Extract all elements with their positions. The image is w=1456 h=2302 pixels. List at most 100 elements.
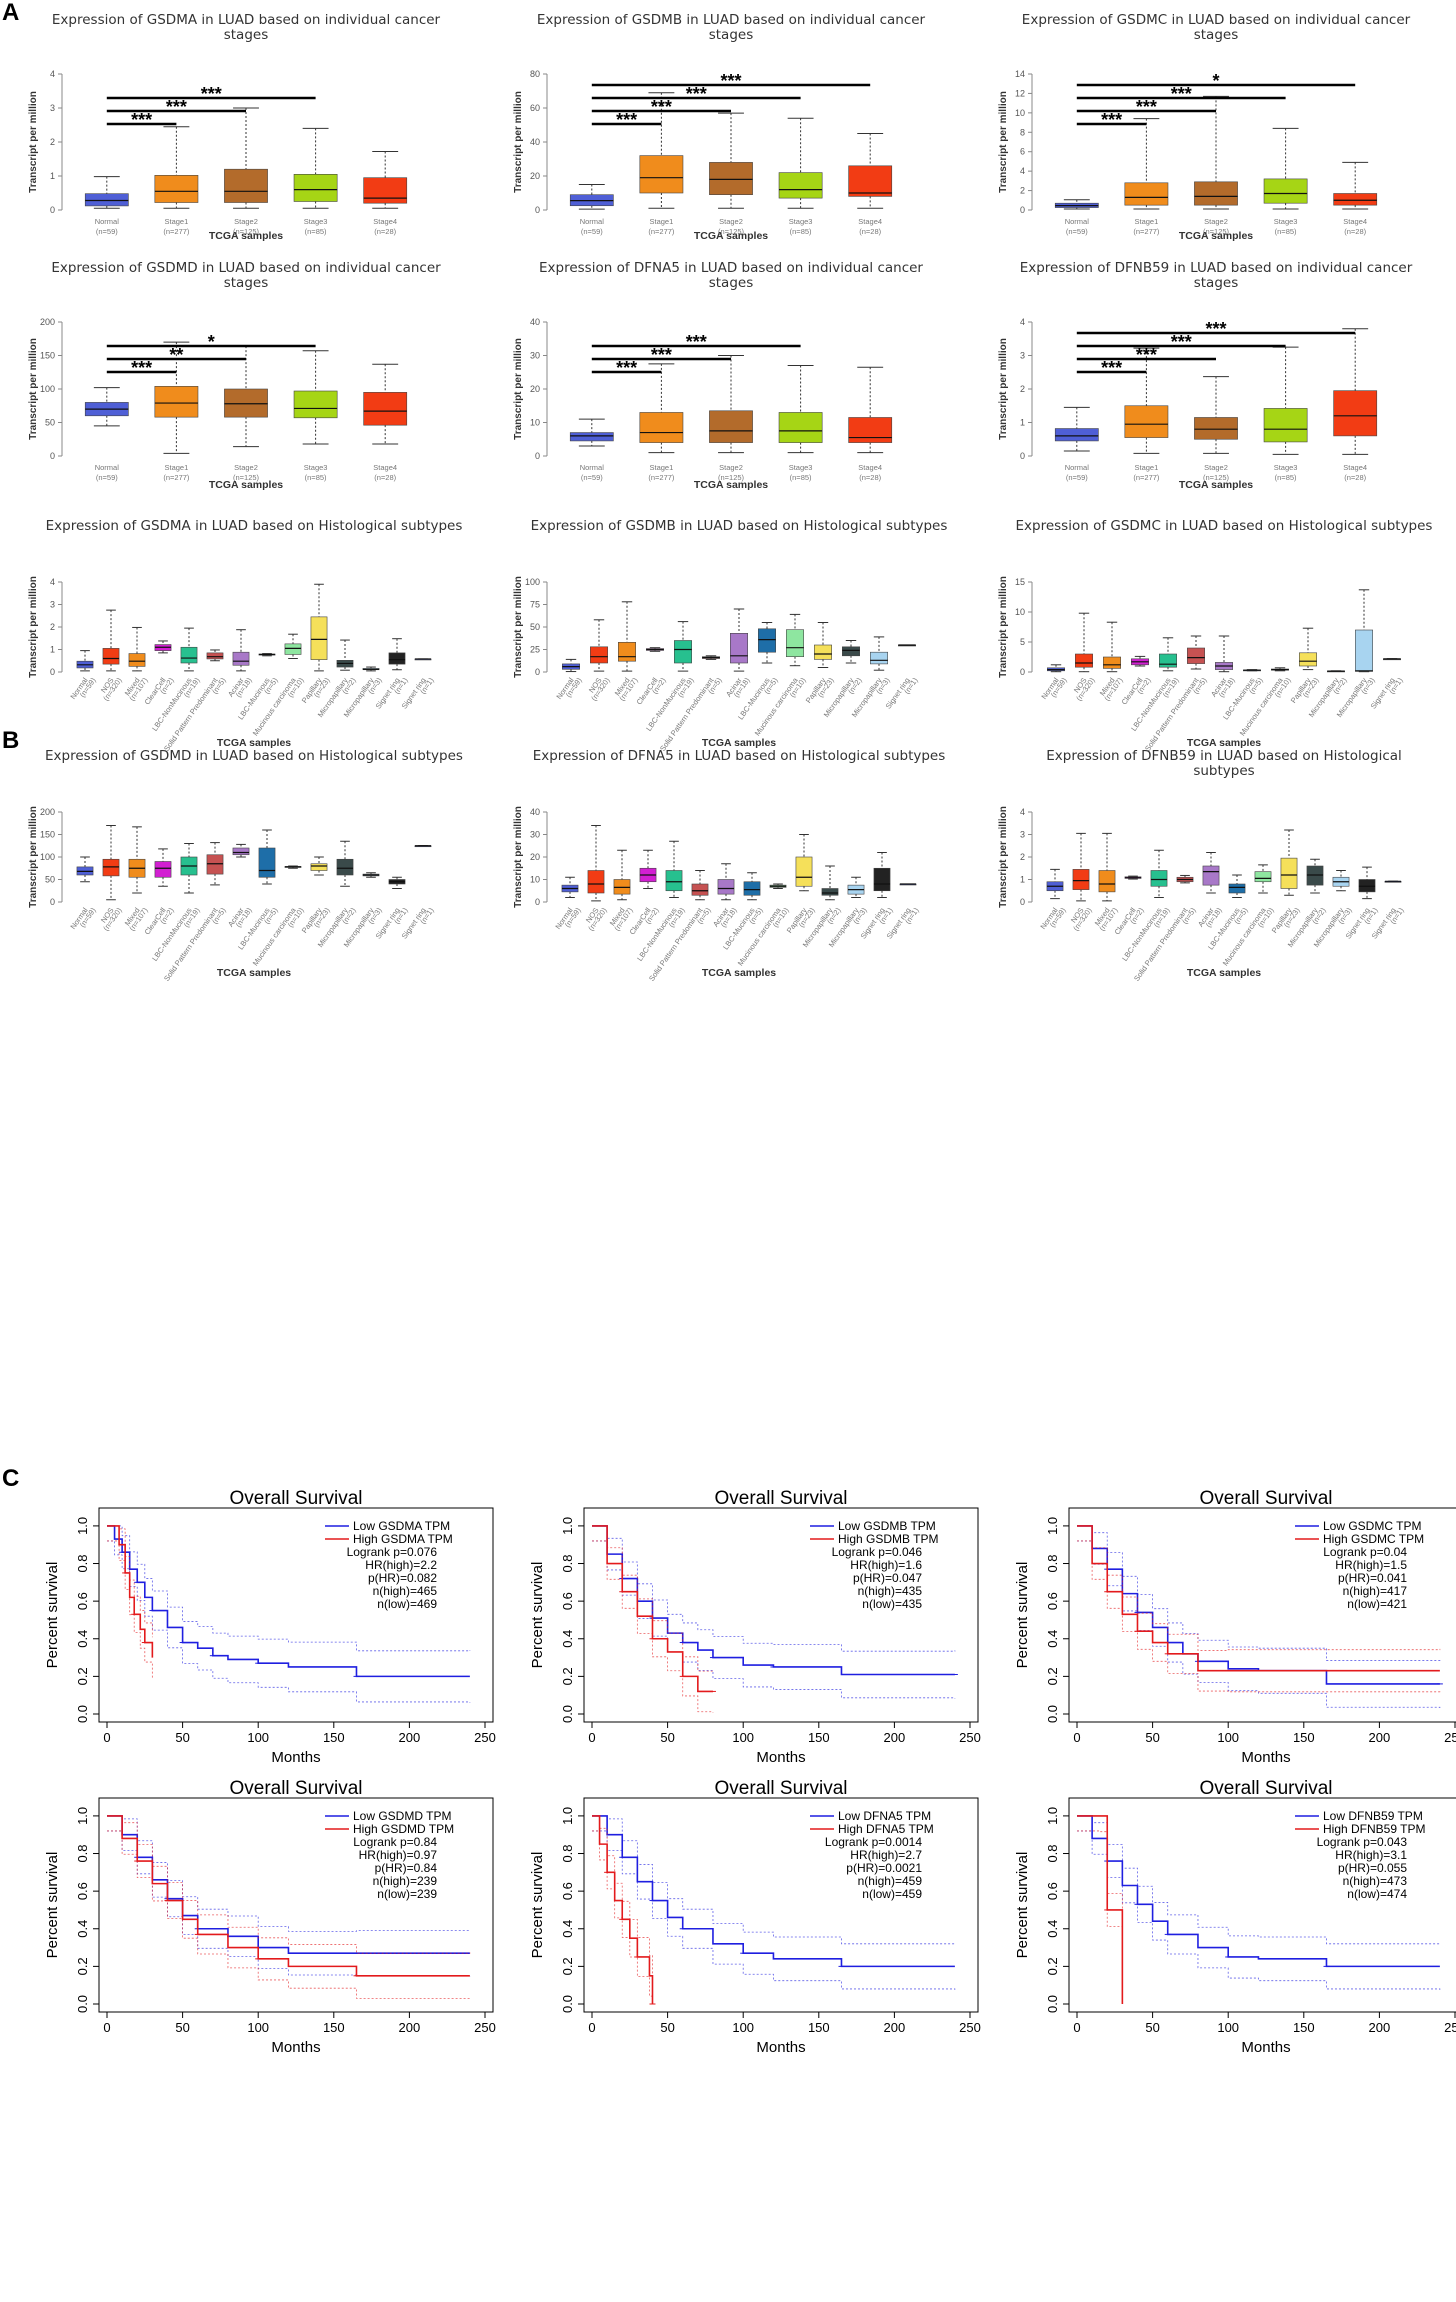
box-body	[102, 648, 120, 665]
stat-annotation: n(high)=239	[373, 1874, 438, 1888]
chart-b3: Expression of GSDMC in LUAD based on His…	[998, 518, 1432, 753]
significance-label: ***	[720, 71, 741, 91]
survival-ci-upper	[592, 1815, 956, 1945]
x-tick-label: 0	[1073, 2020, 1080, 2035]
survival-ci-upper	[107, 1525, 153, 1638]
x-category-count: (n=59)	[581, 473, 603, 482]
chart-c1: Overall Survival 0 50 100 150 200 250 0.0 0.2 0.4…	[44, 1488, 496, 1766]
x-category-label: Normal	[580, 463, 605, 472]
stat-annotation: Logrank p=0.04	[1323, 1545, 1407, 1559]
chart-title: Expression of GSDMB in LUAD based on ind…	[537, 12, 926, 28]
x-category-count: (n=125)	[233, 473, 260, 482]
chart-title: Expression of GSDMC in LUAD based on His…	[1016, 518, 1433, 534]
chart-title: Overall Survival	[229, 1778, 362, 1799]
y-tick-label: 80	[530, 69, 540, 79]
x-axis-label: Months	[1241, 2039, 1290, 2056]
stat-annotation: n(high)=459	[858, 1874, 923, 1888]
box-body	[1103, 656, 1121, 669]
box-body	[1124, 182, 1169, 206]
y-tick-label: 1.0	[75, 1807, 90, 1825]
x-category-count: (n=125)	[718, 473, 745, 482]
stat-annotation: n(low)=459	[862, 1887, 922, 1901]
x-tick-label: 100	[247, 1730, 269, 1745]
x-category-label: Stage3	[1274, 463, 1298, 472]
panel-label-c: C	[2, 1465, 19, 1492]
x-category-count: (n=28)	[1344, 227, 1366, 236]
y-tick-label: 0.2	[1045, 1667, 1060, 1685]
x-category-count: (n=125)	[1203, 227, 1230, 236]
y-axis-label: Transcript per million	[28, 338, 39, 440]
y-tick-label: 2	[50, 137, 55, 147]
y-tick-label: 4	[1020, 317, 1025, 327]
box-body	[639, 155, 684, 194]
stat-annotation: Logrank p=0.043	[1317, 1835, 1408, 1849]
box-body	[224, 168, 268, 203]
y-tick-label: 100	[40, 852, 55, 862]
x-category-count: (n=59)	[1066, 473, 1088, 482]
y-axis-label: Transcript per million	[28, 806, 39, 908]
plot-frame	[1068, 1797, 1456, 2013]
significance-label: **	[169, 345, 183, 365]
x-category-count: (n=85)	[305, 473, 327, 482]
chart-title: stages	[1194, 275, 1239, 291]
y-tick-label: 50	[530, 622, 540, 632]
stat-annotation: p(HR)=0.041	[1338, 1571, 1407, 1585]
chart-c3: Overall Survival 0 50 100 150 200 250 0.0 0.2 0.4…	[1014, 1488, 1456, 1766]
plot-frame	[98, 1507, 494, 1723]
x-category-count: (n=28)	[374, 473, 396, 482]
x-category-count: (n=59)	[1066, 227, 1088, 236]
chart-title: Expression of GSDMB in LUAD based on His…	[531, 518, 948, 534]
x-tick-label: 50	[660, 2020, 674, 2035]
box-body	[154, 175, 199, 203]
box-body	[1150, 870, 1168, 887]
chart-c4: Overall Survival 0 50 100 150 200 250 0.0 0.2 0.4…	[44, 1778, 496, 2056]
y-tick-label: 10	[530, 418, 540, 428]
significance-label: ***	[131, 358, 152, 378]
significance-label: ***	[651, 97, 672, 117]
box-body	[128, 653, 146, 667]
significance-label: ***	[1171, 84, 1192, 104]
box-body	[1098, 870, 1116, 893]
x-category-count: (n=85)	[790, 227, 812, 236]
x-tick-label: 250	[474, 1730, 496, 1745]
y-tick-label: 0	[535, 451, 540, 461]
significance-label: ***	[1136, 345, 1157, 365]
chart-c2: Overall Survival 0 50 100 150 200 250 0.0 0.2 0.4…	[529, 1488, 981, 1766]
y-tick-label: 0.6	[75, 1592, 90, 1610]
y-tick-label: 4	[1020, 166, 1025, 176]
box-body	[618, 642, 636, 662]
y-tick-label: 25	[530, 645, 540, 655]
x-category-label: Stage3	[789, 217, 813, 226]
box-body	[1333, 390, 1378, 437]
x-axis-label: TCGA samples	[702, 967, 776, 979]
x-category-label: Stage2	[234, 217, 258, 226]
box-body	[709, 162, 753, 195]
x-tick-label: 150	[323, 2020, 345, 2035]
x-category-label: Stage3	[789, 463, 813, 472]
y-tick-label: 2	[1020, 186, 1025, 196]
stat-annotation: n(high)=465	[373, 1584, 438, 1598]
y-tick-label: 0.0	[560, 1705, 575, 1723]
box-body	[84, 193, 129, 207]
chart-title: stages	[709, 27, 754, 43]
box-body	[224, 388, 268, 418]
y-tick-label: 10	[1015, 607, 1025, 617]
x-axis-label: TCGA samples	[209, 230, 283, 242]
x-category-label: Stage3	[304, 463, 328, 472]
chart-b4: Expression of GSDMD in LUAD based on His…	[28, 748, 463, 983]
y-axis-label: Percent survival	[529, 1562, 546, 1669]
y-tick-label: 2	[1020, 852, 1025, 862]
box-body	[873, 867, 891, 892]
x-tick-label: 200	[399, 1730, 421, 1745]
box-body	[1072, 869, 1090, 890]
chart-title: Expression of GSDMD in LUAD based on His…	[45, 748, 463, 764]
y-tick-label: 8	[1020, 127, 1025, 137]
x-tick-label: 50	[175, 2020, 189, 2035]
x-category-label: Stage1	[165, 217, 189, 226]
y-tick-label: 0.8	[560, 1844, 575, 1862]
y-tick-label: 0.4	[1045, 1630, 1060, 1648]
stat-annotation: HR(high)=0.97	[359, 1848, 438, 1862]
y-axis-label: Transcript per million	[513, 91, 524, 193]
x-category-count: (n=85)	[1275, 473, 1297, 482]
x-tick-label: 0	[1073, 1730, 1080, 1745]
